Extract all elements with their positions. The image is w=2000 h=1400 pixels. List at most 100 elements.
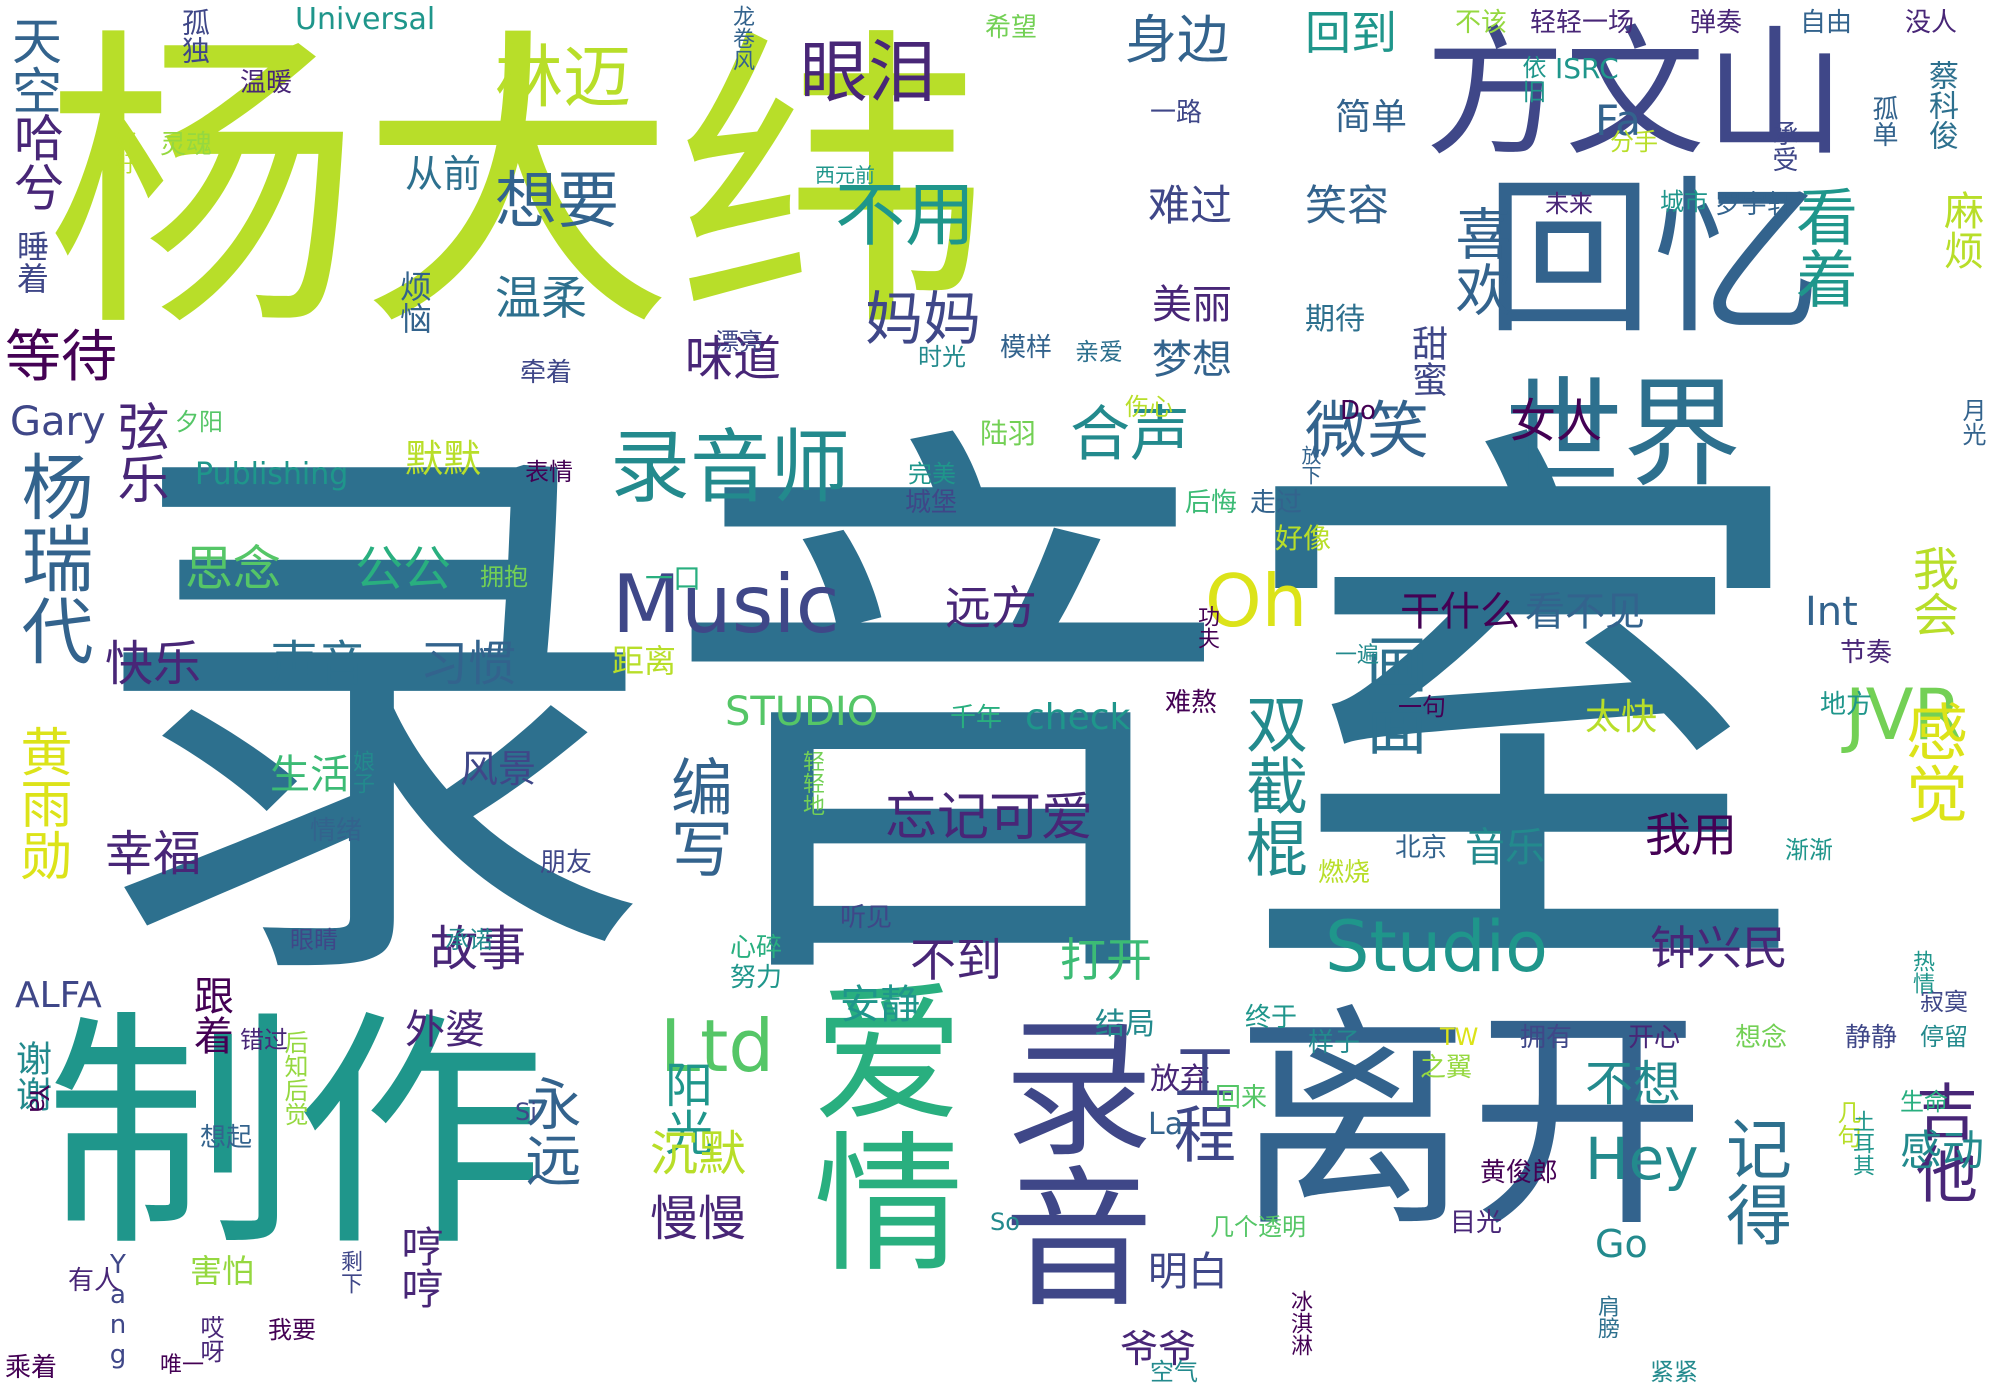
word: 思念	[185, 541, 282, 597]
word: 音乐	[1465, 825, 1545, 871]
word: 没人	[1905, 8, 1958, 38]
word: 终于	[1245, 1003, 1298, 1033]
word: 地方	[1820, 690, 1873, 720]
word: 钟兴民	[1650, 921, 1788, 975]
word: 想念	[1735, 1023, 1788, 1053]
word: 阳光	[656, 1060, 712, 1156]
word: 故事	[430, 921, 527, 977]
word: 吉他	[1905, 1080, 1978, 1204]
word: 眼睛	[290, 926, 338, 954]
word: 距离	[612, 642, 677, 680]
word: 北京	[1395, 833, 1448, 863]
word: 紧紧	[1650, 1358, 1698, 1386]
word: 回忆	[1485, 161, 1821, 357]
word: 爱情	[788, 975, 962, 1275]
word: 静静	[1845, 1023, 1898, 1053]
word: 之翼	[1420, 1053, 1473, 1083]
word: 干什么	[1400, 589, 1520, 635]
word: 温暖	[240, 68, 293, 98]
word: 难过	[1148, 181, 1233, 230]
word: 我会	[1906, 545, 1960, 637]
word: 方文山	[1425, 13, 1846, 176]
word: 轻轻一场	[1530, 8, 1635, 38]
word: 目光	[1450, 1208, 1503, 1238]
word: 几个透明	[1210, 1213, 1306, 1241]
word: 我用	[1645, 808, 1737, 862]
word: 放弃	[1150, 1062, 1210, 1097]
word: 后悔	[1185, 488, 1238, 518]
word: 亲爱	[1075, 338, 1123, 366]
word: Ya	[23, 1085, 53, 1114]
word: 感觉	[1895, 700, 1968, 824]
word: 简单	[1335, 97, 1408, 138]
word: ISRC	[1555, 52, 1619, 85]
word: 一遍	[1335, 643, 1380, 668]
word: 沉默	[650, 1126, 747, 1182]
word: 世界	[1505, 365, 1742, 503]
word: Si	[515, 1098, 537, 1126]
word: 身边	[1125, 11, 1230, 71]
word: 外婆	[405, 1007, 485, 1053]
word: 哼哼	[395, 1225, 444, 1309]
word: 不到	[910, 933, 1002, 987]
word: 双截棍	[1235, 692, 1308, 878]
word: 我要	[268, 1316, 316, 1344]
word: ALFA	[15, 975, 102, 1016]
word: 微笑	[1305, 394, 1430, 467]
word: 忘记可爱	[885, 788, 1094, 848]
word: 难熬	[1165, 688, 1218, 718]
word: 孤独	[178, 8, 211, 64]
word: Int	[1805, 589, 1858, 635]
word: 千年	[950, 703, 1003, 733]
word: 寂寞	[1920, 988, 1968, 1016]
word: 记得	[1715, 1115, 1792, 1247]
word: Studio	[1325, 906, 1548, 988]
word: 轻轻地	[799, 750, 824, 816]
word: 好好	[111, 130, 136, 174]
word: 结局	[1095, 1007, 1155, 1042]
word: 漂亮	[715, 328, 763, 356]
word: 工程	[1163, 1040, 1236, 1164]
word: 不用	[835, 174, 975, 256]
word: 拥有	[1520, 1023, 1573, 1053]
word: 一句	[1398, 693, 1446, 721]
word: 模样	[1000, 333, 1053, 363]
word: Go	[1595, 1222, 1648, 1266]
word: 肩膀	[1594, 1295, 1619, 1339]
word: 夕阳	[175, 408, 223, 436]
word: 远方	[945, 581, 1037, 635]
word: 弹奏	[1690, 8, 1743, 38]
word: 情绪	[310, 816, 363, 846]
word: 期待	[1305, 302, 1365, 337]
word: 龙卷风	[729, 5, 754, 71]
word: Hey	[1585, 1125, 1699, 1193]
word: Oh	[1205, 559, 1308, 643]
word: 罗宇轩	[1715, 190, 1794, 220]
word: Do	[1340, 396, 1376, 426]
word: 麻烦	[1937, 190, 1983, 270]
word: 风景	[460, 747, 537, 791]
word: 空气	[1150, 1358, 1198, 1386]
word: 剩下	[337, 1250, 362, 1294]
word: La	[1148, 1107, 1184, 1142]
word: 节奏	[1840, 638, 1893, 668]
word: JVR	[1845, 674, 1963, 756]
word: 开心	[1628, 1023, 1681, 1053]
word: 不该	[1455, 8, 1508, 38]
word: 几句	[1833, 1100, 1861, 1148]
word: Publishing	[195, 457, 349, 492]
word: 燃烧	[1318, 858, 1371, 888]
word: 放下	[1298, 445, 1322, 485]
word: 甜蜜	[1406, 325, 1447, 397]
word: 从前	[405, 152, 482, 196]
word: 默默	[405, 437, 482, 481]
word: 生命	[1900, 1088, 1948, 1116]
word: 依旧	[1518, 55, 1546, 103]
word: 永远	[516, 1075, 581, 1187]
word: 美丽	[1152, 282, 1232, 328]
word: 西元前	[815, 163, 875, 187]
word: 梦想	[1152, 337, 1232, 383]
word: 女人	[1510, 394, 1602, 448]
word: STUDIO	[725, 689, 879, 735]
word: 味道	[685, 331, 782, 387]
